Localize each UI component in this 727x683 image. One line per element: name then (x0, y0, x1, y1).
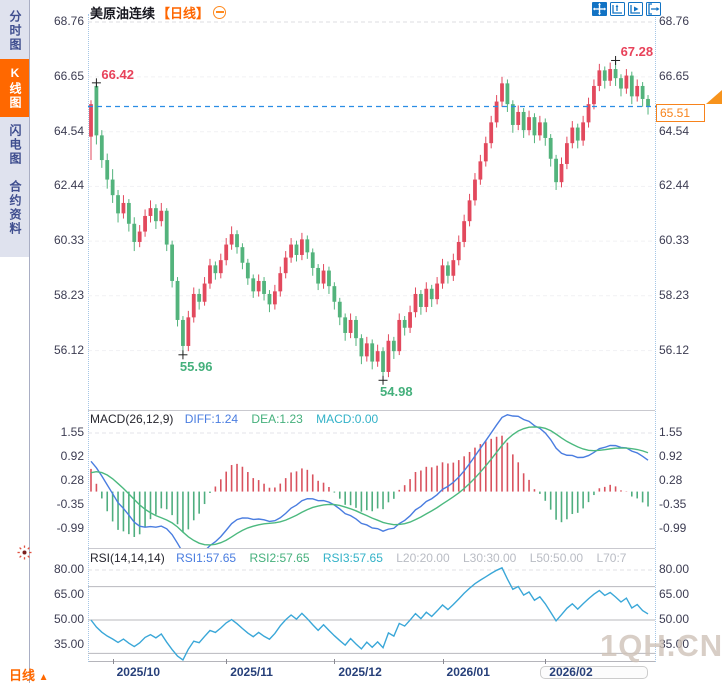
price-axis-label: 66.65 (659, 68, 690, 83)
rsi-l70: L70:7 (596, 551, 627, 565)
axis-play-icon[interactable] (628, 2, 643, 16)
macd-axis-label: -0.35 (56, 496, 84, 511)
x-axis-label: 2025/11 (230, 665, 273, 679)
sidebar-tab-contract-info[interactable]: 合约资料 (0, 173, 29, 243)
page-forward-icon[interactable] (646, 2, 661, 16)
symbol-name: 美原油连续 (90, 6, 156, 21)
chevron-up-icon: ▲ (38, 672, 49, 683)
scrollbar-thumb[interactable] (540, 666, 648, 679)
rsi3-value: RSI3:57.65 (322, 551, 383, 565)
rsi-axis-label: 35.00 (659, 637, 690, 651)
macd-dea-value: DEA:1.23 (251, 412, 303, 426)
watermark: 1QH.CN (600, 628, 724, 663)
rsi-axis-label: 80.00 (659, 562, 690, 576)
price-axis-label: 66.65 (53, 68, 84, 83)
axis-border-left (88, 14, 89, 662)
rsi-axis-label: 65.00 (659, 587, 690, 601)
period-tag: 【日线】 (157, 6, 210, 21)
sidebar-tab-lightning-chart[interactable]: 闪电图 (0, 117, 29, 173)
macd-axis-label: 0.28 (60, 472, 84, 487)
axis-zoom-icon[interactable] (610, 2, 625, 16)
axis-border-right (655, 14, 656, 662)
rsi-axis-label: 65.00 (53, 587, 84, 601)
price-axis-label: 62.44 (659, 178, 690, 193)
price-axis-label: 68.76 (659, 14, 690, 28)
sidebar: 分时图 K线图 闪电图 合约资料 (0, 0, 30, 683)
rsi-title: RSI(14,14,14) (90, 551, 165, 565)
x-axis-tick (226, 659, 228, 664)
last-price-label: 65.51 (656, 104, 705, 122)
price-axis-label: 62.44 (53, 178, 84, 193)
macd-axis-label: 0.92 (659, 448, 683, 463)
macd-axis-label: -0.99 (56, 520, 84, 535)
rsi-l20: L20:20.00 (396, 551, 450, 565)
x-axis-label: 2025/12 (338, 665, 382, 679)
x-axis-tick (112, 659, 114, 664)
x-axis-label: 2026/01 (446, 665, 490, 679)
macd-axis-label: -0.99 (659, 520, 687, 535)
rsi-chart[interactable] (0, 549, 727, 661)
x-axis-label: 2025/10 (116, 665, 161, 679)
macd-axis-label: 0.92 (60, 448, 84, 463)
sidebar-tab-kline-chart[interactable]: K线图 (0, 59, 29, 117)
price-axis-label: 58.23 (659, 287, 690, 302)
macd-diff-value: DIFF:1.24 (184, 412, 239, 426)
macd-axis-label: 1.55 (60, 425, 84, 439)
price-annotation: 55.96 (179, 358, 213, 374)
macd-header: MACD(26,12,9) DIFF:1.24 DEA:1.23 MACD:0.… (90, 412, 648, 426)
x-axis-tick (545, 659, 547, 664)
macd-axis-label: 0.28 (659, 472, 683, 487)
sidebar-tab-label: 分时图 (8, 10, 22, 52)
price-axis-label: 64.54 (53, 123, 84, 138)
rsi1-value: RSI1:57.65 (176, 551, 237, 565)
price-annotation: 54.98 (380, 384, 413, 400)
price-up-arrow-icon (706, 90, 722, 104)
price-axis-label: 64.54 (659, 123, 690, 138)
rsi-axis-label: 50.00 (659, 612, 690, 626)
rsi-l30: L30:30.00 (462, 551, 517, 565)
panel-divider (88, 661, 655, 662)
price-annotation: 66.42 (101, 66, 134, 82)
rsi-l50: L50:50.00 (529, 551, 584, 565)
period-selector[interactable]: 日线 ▲ (9, 665, 49, 683)
chart-title: 美原油连续 【日线】 (90, 3, 227, 22)
price-axis-label: 60.33 (659, 233, 690, 248)
sun-icon[interactable] (17, 545, 32, 560)
macd-axis-label: -0.35 (659, 496, 687, 511)
macd-chart[interactable] (0, 411, 727, 548)
chart-toolbar (592, 2, 661, 16)
price-axis-label: 56.12 (53, 342, 84, 357)
sidebar-tab-label: 合约资料 (8, 180, 22, 236)
price-axis-label: 58.23 (53, 287, 84, 302)
macd-value: MACD:0.00 (316, 412, 379, 426)
crosshair-move-icon[interactable] (592, 2, 607, 16)
rsi-axis-label: 80.00 (53, 562, 84, 576)
price-axis-label: 60.33 (53, 233, 84, 248)
rsi2-value: RSI2:57.65 (249, 551, 310, 565)
price-axis-label: 56.12 (659, 342, 690, 357)
panel-divider (88, 548, 655, 549)
sidebar-tab-time-chart[interactable]: 分时图 (0, 3, 29, 59)
price-axis-label: 68.76 (53, 14, 84, 28)
candlestick-chart[interactable] (0, 0, 727, 410)
sidebar-tab-label: 闪电图 (8, 124, 22, 166)
zoom-out-icon[interactable] (213, 6, 227, 19)
x-axis-tick (334, 659, 336, 664)
rsi-axis-label: 35.00 (53, 637, 84, 651)
x-axis-label: 2026/02 (549, 665, 593, 679)
price-annotation: 67.28 (620, 44, 654, 60)
rsi-header: RSI(14,14,14) RSI1:57.65 RSI2:57.65 RSI3… (90, 551, 650, 565)
macd-axis-label: 1.55 (659, 425, 683, 439)
sidebar-tabstrip: 分时图 K线图 闪电图 合约资料 (0, 0, 29, 257)
x-axis-tick (442, 659, 444, 664)
sidebar-tab-label: K线图 (8, 66, 22, 110)
period-label: 日线 (9, 668, 36, 683)
panel-divider (88, 410, 655, 411)
rsi-axis-label: 50.00 (53, 612, 84, 626)
macd-title: MACD(26,12,9) (90, 412, 174, 426)
